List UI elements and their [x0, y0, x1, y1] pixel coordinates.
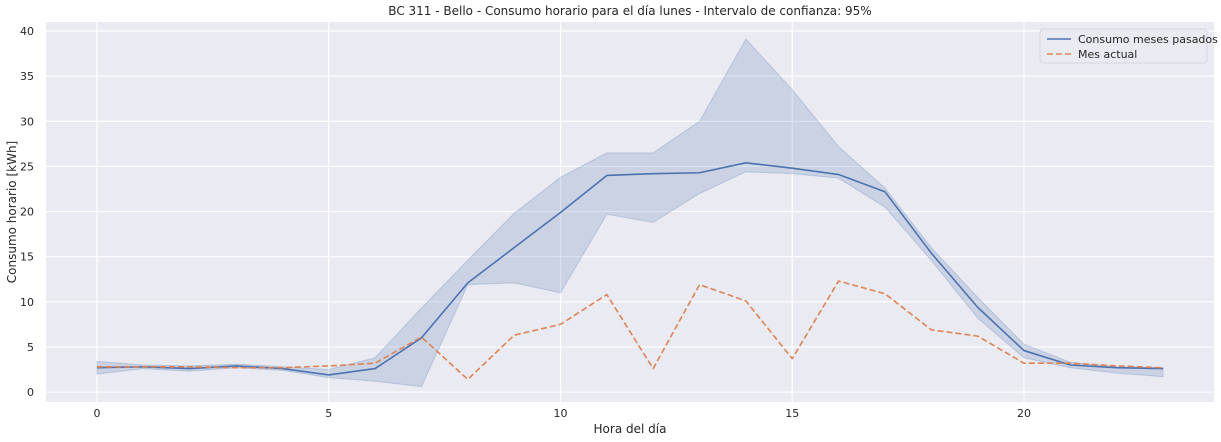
- x-tick-label: 10: [553, 407, 567, 420]
- x-tick-label: 15: [785, 407, 799, 420]
- chart-title: BC 311 - Bello - Consumo horario para el…: [388, 4, 871, 18]
- legend-box: [1039, 28, 1208, 64]
- y-tick-label: 40: [20, 25, 34, 38]
- x-axis-label: Hora del día: [594, 422, 667, 436]
- y-tick-label: 15: [20, 251, 34, 264]
- legend-label: Mes actual: [1078, 48, 1137, 61]
- confidence-band-layer: [96, 38, 1164, 388]
- x-tick-label: 0: [93, 407, 100, 420]
- x-tick-label: 5: [325, 407, 332, 420]
- y-tick-label: 35: [20, 70, 34, 83]
- x-tick-label: 20: [1017, 407, 1031, 420]
- y-tick-label: 20: [20, 206, 34, 219]
- series-line-past-months: [96, 162, 1164, 376]
- y-tick-label: 30: [20, 115, 34, 128]
- y-tick-label: 25: [20, 160, 34, 173]
- series-layer: [96, 162, 1164, 381]
- legend-label: Consumo meses pasados: [1078, 33, 1218, 46]
- tick-labels: 0 5 10 15 20 0 5 10 15 20 25 30 35 40: [20, 25, 1031, 420]
- confidence-band: [96, 38, 1164, 388]
- y-tick-label: 5: [27, 341, 34, 354]
- series-line-current-month: [96, 280, 1164, 381]
- y-axis-label: Consumo horario [kWh]: [5, 141, 19, 283]
- y-tick-label: 0: [27, 386, 34, 399]
- y-tick-label: 10: [20, 296, 34, 309]
- legend: Consumo meses pasados Mes actual: [1039, 28, 1218, 64]
